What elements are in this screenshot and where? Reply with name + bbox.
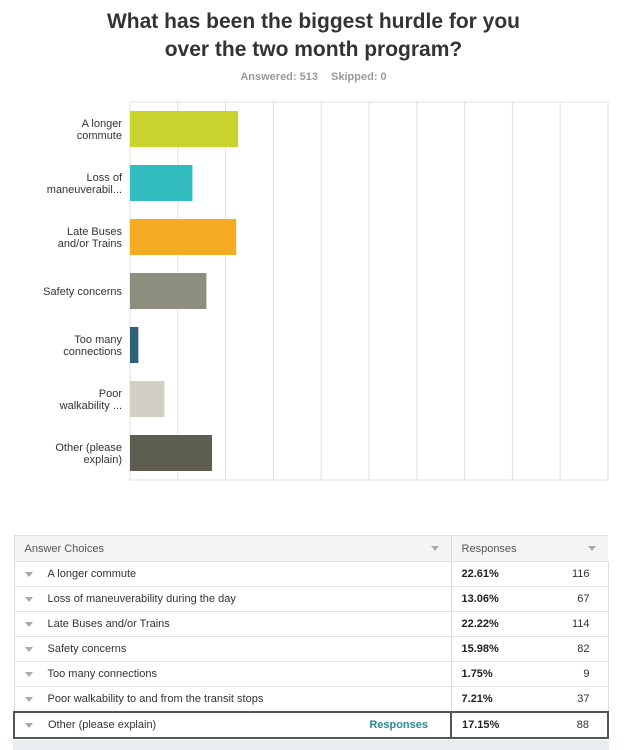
- expand-caret-icon[interactable]: [24, 696, 33, 702]
- bar: [130, 381, 165, 417]
- bar: [130, 273, 207, 309]
- y-tick-label-line: Loss of: [87, 172, 123, 184]
- answer-count: 88: [576, 719, 589, 731]
- answer-label: Late Buses and/or Trains: [47, 618, 170, 630]
- responses-header-label: Responses: [461, 542, 517, 555]
- answer-table: Answer Choices Responses A longer commut…: [12, 535, 609, 739]
- table-row-highlighted[interactable]: Other (please explain) Responses 17.15% 8…: [12, 711, 609, 739]
- table-row: Loss of maneuverability during the day 1…: [13, 586, 609, 612]
- y-tick-label: A longer commute: [77, 118, 123, 142]
- answer-percent: 22.61%: [461, 568, 499, 580]
- y-tick-label-line: connections: [63, 346, 122, 358]
- chart-title-line-2: over the two month program?: [164, 38, 463, 61]
- table-row: Too many connections 1.75% 9: [13, 661, 609, 687]
- table-row: Late Buses and/or Trains 22.22% 114: [13, 611, 609, 637]
- table-row: Safety concerns 15.98% 82: [13, 636, 609, 662]
- answered-count: Answered: 513: [240, 71, 318, 83]
- sort-caret-icon[interactable]: [588, 546, 596, 551]
- y-tick-label-line: commute: [77, 130, 122, 142]
- answer-label: Poor walkability to and from the transit…: [47, 693, 264, 705]
- responses-link[interactable]: Responses: [369, 719, 429, 731]
- answer-count: 116: [571, 568, 590, 580]
- x-tick-label: 20%: [215, 495, 237, 496]
- answer-percent: 7.21%: [461, 693, 493, 705]
- y-tick-label-line: maneuverabil...: [47, 184, 122, 196]
- y-tick-label: Too many connections: [63, 334, 122, 358]
- bar-chart: 0% 10% 20% 30% 40% 50% 60% 70% 80% 90% 100% A longe…: [43, 101, 609, 496]
- x-tick-label: 40%: [310, 495, 332, 496]
- y-tick-label: Safety concerns: [43, 286, 122, 298]
- table-footer-strip: [13, 740, 609, 750]
- answer-count: 37: [577, 693, 590, 705]
- answer-count: 114: [571, 618, 590, 630]
- expand-caret-icon[interactable]: [24, 596, 33, 602]
- y-tick-label: Loss of maneuverabil...: [47, 172, 123, 196]
- answer-count: 82: [577, 643, 590, 655]
- answer-label: A longer commute: [47, 568, 137, 580]
- chart-title-line-1: What has been the biggest hurdle for you: [106, 10, 521, 33]
- sort-caret-icon[interactable]: [430, 546, 439, 551]
- x-tick-label: 50%: [358, 495, 380, 496]
- table-header: Answer Choices Responses: [13, 535, 608, 562]
- x-tick-label: 70%: [454, 495, 476, 496]
- x-tick-label: 100%: [581, 495, 609, 496]
- y-tick-label-line: explain): [83, 454, 122, 466]
- x-tick-label: 80%: [501, 495, 523, 496]
- y-tick-label: Other (please explain): [55, 442, 122, 466]
- bar: [130, 111, 239, 147]
- answer-count: 67: [577, 593, 590, 605]
- y-tick-label: Poor walkability ...: [59, 388, 123, 412]
- y-tick-label-line: A longer: [82, 118, 123, 130]
- y-tick-label-line: Late Buses: [67, 226, 123, 238]
- y-tick-label-line: and/or Trains: [58, 238, 123, 250]
- x-tick-label: 10%: [167, 495, 189, 496]
- y-tick-label-line: Too many: [74, 334, 122, 346]
- bar: [130, 435, 212, 471]
- expand-caret-icon[interactable]: [24, 621, 33, 627]
- answer-percent: 17.15%: [462, 719, 500, 731]
- y-tick-label-line: Safety concerns: [43, 286, 122, 298]
- answer-choices-header-label: Answer Choices: [24, 542, 104, 555]
- x-tick-label: 90%: [549, 495, 571, 496]
- answer-label: Safety concerns: [47, 643, 127, 655]
- bar: [130, 165, 193, 201]
- x-tick-label: 0%: [131, 495, 147, 496]
- answer-choices-header[interactable]: Answer Choices: [13, 535, 452, 562]
- answer-percent: 15.98%: [461, 643, 499, 655]
- expand-caret-icon[interactable]: [25, 722, 33, 728]
- bar: [130, 219, 237, 255]
- answer-count: 9: [583, 668, 590, 680]
- skipped-count: Skipped: 0: [331, 71, 387, 83]
- answer-percent: 22.22%: [461, 618, 499, 630]
- expand-caret-icon[interactable]: [24, 646, 33, 652]
- x-tick-label: 30%: [262, 495, 284, 496]
- answer-percent: 13.06%: [461, 593, 499, 605]
- answer-percent: 1.75%: [461, 668, 493, 680]
- y-tick-label: Late Buses and/or Trains: [58, 226, 123, 250]
- table-row: Poor walkability to and from the transit…: [13, 686, 609, 713]
- answer-label: Too many connections: [47, 668, 157, 680]
- expand-caret-icon[interactable]: [24, 671, 33, 677]
- y-tick-label-line: Other (please: [55, 442, 122, 454]
- x-tick-label: 60%: [406, 495, 428, 496]
- responses-header[interactable]: Responses: [450, 535, 608, 562]
- y-tick-label-line: walkability ...: [59, 400, 122, 412]
- bar: [130, 327, 139, 363]
- chart-title: What has been the biggest hurdle for you…: [0, 8, 627, 64]
- table-row: A longer commute 22.61% 116: [13, 561, 609, 587]
- expand-caret-icon[interactable]: [24, 571, 33, 577]
- answer-label: Other (please explain): [48, 719, 157, 731]
- answer-label: Loss of maneuverability during the day: [47, 593, 236, 605]
- response-stats: Answered: 513 Skipped: 0: [0, 71, 627, 83]
- y-tick-label-line: Poor: [99, 388, 123, 400]
